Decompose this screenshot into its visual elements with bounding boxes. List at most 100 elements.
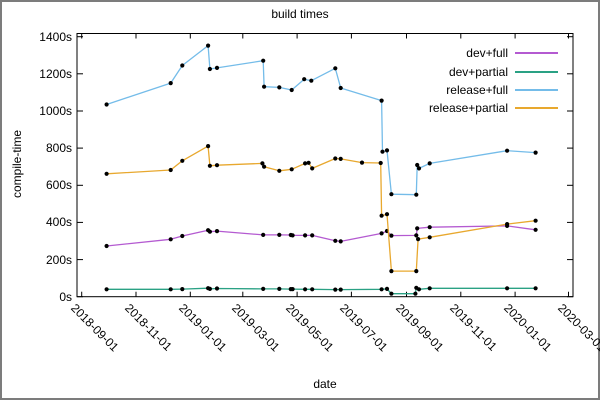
data-point	[505, 148, 510, 153]
data-point	[415, 226, 420, 231]
data-point	[338, 287, 343, 292]
data-point	[379, 98, 384, 103]
data-point	[214, 229, 220, 234]
data-point	[206, 144, 211, 149]
y-tick-label: 1200s	[39, 66, 72, 81]
data-point	[416, 166, 422, 171]
data-point	[290, 287, 295, 292]
data-point	[427, 161, 432, 166]
data-point	[389, 192, 394, 197]
data-point	[338, 156, 343, 161]
y-tick-label: 1000s	[39, 103, 72, 118]
x-axis-title: date	[313, 377, 337, 391]
data-point	[306, 160, 311, 165]
data-point	[290, 233, 295, 238]
data-point	[427, 286, 432, 291]
data-point	[414, 192, 419, 197]
y-tick-label: 600s	[45, 178, 72, 193]
data-point	[333, 156, 338, 161]
data-point	[277, 232, 282, 237]
data-point	[505, 286, 510, 291]
data-point	[310, 233, 315, 238]
data-point	[168, 81, 173, 86]
data-point	[389, 291, 394, 296]
data-point	[384, 148, 390, 153]
data-point	[359, 160, 365, 165]
legend-key-line	[515, 52, 558, 55]
data-point	[168, 287, 173, 292]
legend-item-release-full: release+full	[429, 81, 558, 99]
data-point	[180, 233, 185, 239]
data-point	[261, 58, 266, 63]
data-point	[338, 85, 343, 91]
data-point	[261, 232, 266, 237]
legend-item-dev-full: dev+full	[429, 44, 558, 62]
legend: dev+full dev+partial release+full release+p…	[429, 44, 558, 118]
legend-item-release-partial: release+partial	[429, 99, 558, 117]
legend-item-dev-partial: dev+partial	[429, 62, 558, 80]
data-point	[309, 78, 314, 83]
data-point	[310, 287, 315, 292]
data-point	[416, 237, 421, 242]
data-point	[214, 65, 220, 70]
data-point	[310, 166, 315, 171]
plot-border	[76, 33, 574, 298]
data-point	[214, 163, 220, 168]
legend-label: dev+partial	[448, 64, 508, 79]
data-point	[533, 150, 538, 155]
data-point	[104, 243, 109, 249]
data-point	[379, 287, 384, 292]
data-point	[416, 287, 422, 292]
data-point	[389, 233, 394, 238]
data-point	[104, 287, 109, 292]
data-point	[379, 213, 384, 218]
data-point	[427, 235, 432, 240]
data-point	[277, 168, 282, 173]
data-point	[302, 77, 307, 82]
data-point	[180, 158, 185, 163]
data-point	[180, 287, 185, 292]
data-point	[379, 231, 384, 236]
data-point	[180, 63, 185, 68]
legend-label: release+full	[446, 82, 508, 97]
chart-title: build times	[271, 7, 329, 21]
data-point	[303, 233, 308, 238]
data-point	[413, 291, 418, 296]
data-point	[389, 269, 394, 274]
data-point	[415, 162, 420, 168]
data-point	[207, 286, 212, 291]
data-point	[261, 286, 266, 291]
data-point	[414, 269, 419, 274]
data-point	[303, 287, 308, 292]
data-point	[277, 85, 282, 90]
data-point	[262, 84, 267, 89]
data-point	[260, 161, 265, 166]
series-line-dev-full	[106, 225, 536, 247]
data-point	[207, 229, 212, 234]
legend-key-line	[515, 88, 558, 91]
y-tick-label: 0s	[59, 289, 72, 304]
legend-label: release+partial	[428, 101, 508, 116]
legend-key-line	[515, 107, 558, 110]
data-point	[289, 87, 294, 93]
data-point	[533, 227, 538, 232]
data-point	[338, 239, 343, 244]
data-point	[533, 218, 538, 223]
data-point	[505, 222, 510, 227]
data-point	[380, 149, 385, 154]
data-point	[427, 225, 432, 230]
data-point	[207, 163, 212, 168]
data-point	[262, 164, 267, 169]
data-point	[104, 102, 109, 107]
data-point	[207, 66, 212, 72]
y-tick-label: 200s	[45, 252, 72, 267]
data-point	[333, 287, 338, 292]
y-tick-label: 800s	[45, 141, 72, 156]
y-tick-label: 1400s	[39, 29, 72, 44]
data-point	[378, 160, 383, 166]
data-point	[303, 161, 308, 166]
data-point	[277, 286, 282, 291]
data-point	[104, 171, 109, 176]
